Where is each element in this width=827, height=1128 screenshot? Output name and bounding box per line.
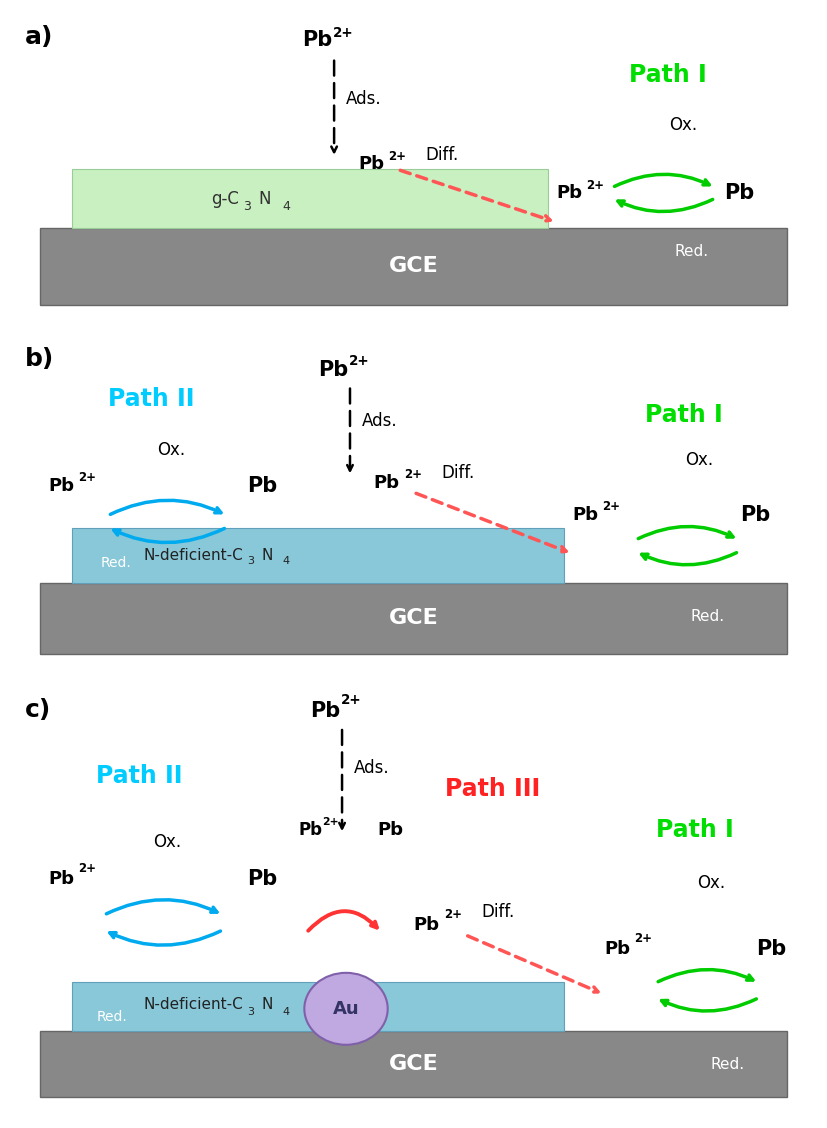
Text: Diff.: Diff.: [425, 146, 459, 164]
Text: Au: Au: [332, 999, 359, 1017]
FancyBboxPatch shape: [72, 982, 564, 1031]
Text: 2+: 2+: [332, 26, 353, 39]
Text: Pb: Pb: [247, 870, 278, 889]
Text: 2+: 2+: [388, 150, 406, 162]
Text: Pb: Pb: [378, 821, 404, 839]
Text: Path III: Path III: [445, 777, 541, 801]
Text: 2+: 2+: [443, 908, 461, 920]
Text: a): a): [25, 26, 53, 50]
Text: Ads.: Ads.: [346, 90, 381, 108]
Text: Pb: Pb: [247, 476, 278, 496]
Text: Ox.: Ox.: [697, 874, 725, 892]
Text: N-deficient-C: N-deficient-C: [143, 997, 243, 1012]
Text: Red.: Red.: [97, 1010, 127, 1024]
Text: Path II: Path II: [97, 765, 183, 788]
Text: 3: 3: [246, 556, 254, 566]
Text: 2+: 2+: [341, 694, 361, 707]
Text: 3: 3: [243, 200, 251, 213]
Text: GCE: GCE: [389, 1055, 438, 1074]
Text: N: N: [261, 997, 272, 1012]
Text: 4: 4: [283, 1006, 289, 1016]
Text: GCE: GCE: [389, 608, 438, 628]
Text: Ox.: Ox.: [153, 834, 181, 852]
Text: g-C: g-C: [211, 190, 239, 208]
Text: Pb: Pb: [310, 700, 341, 721]
Text: Path II: Path II: [108, 387, 194, 411]
Text: 2+: 2+: [323, 817, 339, 827]
Text: Path I: Path I: [644, 403, 722, 426]
Text: Ox.: Ox.: [686, 451, 714, 469]
Text: Path I: Path I: [629, 63, 706, 88]
Text: Pb: Pb: [756, 940, 786, 959]
Text: Pb: Pb: [303, 30, 332, 50]
Text: 2+: 2+: [586, 179, 605, 192]
Text: Diff.: Diff.: [481, 904, 514, 922]
Text: Pb: Pb: [724, 183, 754, 203]
Text: Diff.: Diff.: [442, 464, 475, 482]
Text: Red.: Red.: [691, 609, 724, 624]
Text: Red.: Red.: [710, 1057, 744, 1072]
Text: 2+: 2+: [404, 468, 422, 481]
FancyBboxPatch shape: [72, 169, 548, 228]
Text: Red.: Red.: [674, 244, 709, 259]
Text: Ads.: Ads.: [362, 412, 398, 430]
Text: N-deficient-C: N-deficient-C: [143, 548, 243, 563]
Text: Pb: Pb: [604, 940, 630, 958]
Text: 2+: 2+: [79, 863, 97, 875]
FancyBboxPatch shape: [72, 528, 564, 583]
Text: 2+: 2+: [602, 501, 620, 513]
FancyBboxPatch shape: [41, 583, 786, 654]
Text: GCE: GCE: [389, 256, 438, 276]
Text: N: N: [261, 548, 272, 563]
Text: Pb: Pb: [318, 360, 348, 379]
Text: Red.: Red.: [100, 556, 131, 571]
Text: 2+: 2+: [348, 354, 369, 369]
Text: 4: 4: [283, 200, 290, 213]
Text: Pb: Pb: [374, 474, 399, 492]
FancyBboxPatch shape: [41, 228, 786, 305]
Text: c): c): [25, 698, 50, 722]
Text: Pb: Pb: [48, 477, 74, 495]
Text: 2+: 2+: [634, 933, 653, 945]
Text: Pb: Pb: [740, 505, 770, 525]
Text: N: N: [259, 190, 271, 208]
Text: Pb: Pb: [299, 821, 323, 839]
Text: Pb: Pb: [358, 155, 384, 173]
Text: b): b): [25, 347, 54, 371]
Text: Path I: Path I: [657, 818, 734, 841]
Text: Ads.: Ads.: [354, 759, 390, 777]
Text: Pb: Pb: [414, 916, 439, 934]
Text: 4: 4: [283, 556, 289, 566]
Ellipse shape: [304, 972, 388, 1045]
Text: Pb: Pb: [572, 506, 598, 523]
Text: Pb: Pb: [48, 871, 74, 888]
Text: 2+: 2+: [79, 472, 97, 484]
Text: Ox.: Ox.: [157, 441, 185, 459]
Text: Ox.: Ox.: [669, 116, 697, 134]
Text: Pb: Pb: [557, 184, 582, 202]
Text: 3: 3: [246, 1006, 254, 1016]
FancyBboxPatch shape: [41, 1031, 786, 1098]
